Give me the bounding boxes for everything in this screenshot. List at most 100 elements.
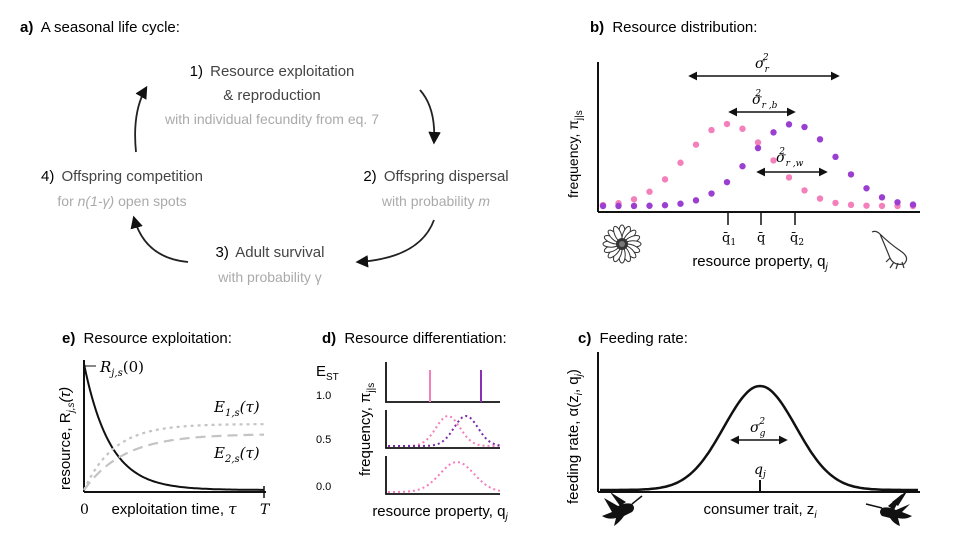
sigma-r-label: σr2 xyxy=(755,53,770,75)
purple-dot xyxy=(599,202,607,210)
panel-b-tag: b) xyxy=(590,19,604,36)
panel-c-y-label: feeding rate, α(zi, qj) xyxy=(565,369,585,504)
panel-e-y-label: resource, Rj,s(τ) xyxy=(57,387,77,490)
pink-dot xyxy=(739,125,746,132)
purple-dot xyxy=(847,171,855,178)
purple-dot xyxy=(630,202,638,210)
panel-d-y-label: frequency, πj|s xyxy=(357,383,377,476)
step2-subtitle: with probability m xyxy=(381,193,491,209)
cycle-arrow-3-to-4 xyxy=(130,215,189,263)
panel-c: c) Feeding rate: feeding rate, α(zi, qj)… xyxy=(565,330,920,526)
panel-c-x-label: consumer trait, zi xyxy=(703,501,817,521)
tick-T-label: T xyxy=(260,502,271,518)
tick-q1-label: q̄1 xyxy=(722,231,736,248)
purple-dot xyxy=(909,201,917,208)
purple-dot xyxy=(754,144,762,152)
pink-dot xyxy=(816,195,824,202)
pink-dot xyxy=(646,188,653,195)
step3-subtitle: with probability γ xyxy=(217,269,322,285)
est-level-2: 0.5 xyxy=(316,434,331,446)
svg-text:e) Resource exploitation: e) Resource exploitation: xyxy=(62,330,232,347)
svg-text:c) Feeding rate:: c) Feeding rate: xyxy=(578,330,688,347)
purple-dot xyxy=(785,121,793,128)
svg-text:d) Resource differentiat: d) Resource differentiation: xyxy=(322,330,507,347)
sigma-rb-label: σr ,b2 xyxy=(752,89,778,111)
step3-label: 3) Adult survival xyxy=(216,244,325,261)
pink-dot xyxy=(847,201,855,209)
cycle-arrow-4-to-1 xyxy=(134,85,148,153)
flower-icon xyxy=(602,224,642,264)
pink-dot xyxy=(708,126,715,134)
tubular-flower-icon xyxy=(871,230,908,270)
panel-a-title: A seasonal life cycle: xyxy=(41,19,180,36)
step4-subtitle: for n(1-γ) open spots xyxy=(57,193,186,209)
pink-dot xyxy=(630,196,638,203)
panel-c-tag: c) xyxy=(578,330,591,347)
resource-decay-curve xyxy=(83,363,264,491)
est-level-3: 0.0 xyxy=(316,481,331,493)
pink-dot xyxy=(785,174,793,181)
pink-dot xyxy=(801,187,808,194)
pink-dot xyxy=(677,159,684,166)
purple-dot xyxy=(832,153,839,161)
tick-q-label: q̄ xyxy=(757,231,765,246)
subplot-3-axes xyxy=(385,456,500,495)
e1-curve xyxy=(83,423,264,491)
panel-e-x-label: exploitation time, τ xyxy=(111,500,237,518)
step1-label: 1) Resource exploitation xyxy=(190,63,355,80)
pink-dot xyxy=(832,199,839,207)
purple-dot xyxy=(723,178,731,186)
svg-text:a) A seasonal life cycle: a) A seasonal life cycle: xyxy=(20,19,180,36)
peak-label: qj xyxy=(754,462,766,480)
r0-label: Rj,s(0) xyxy=(99,358,144,379)
purple-dot xyxy=(863,185,870,192)
panel-d: d) Resource differentiation: EST 1.0 0.5… xyxy=(316,330,508,523)
purple-dot xyxy=(661,202,669,209)
cycle-arrow-1-to-2 xyxy=(419,89,441,145)
purple-distribution-mid xyxy=(388,414,501,447)
e2-curve xyxy=(83,433,265,491)
step4-label: 4) Offspring competition xyxy=(41,168,203,185)
e2-label: E2,s(τ) xyxy=(213,444,260,465)
cycle-arrow-2-to-3 xyxy=(355,219,435,268)
subplot-2-axes xyxy=(385,410,500,449)
resource-distribution-dots xyxy=(599,120,917,210)
panel-b-x-label: resource property, qj xyxy=(692,253,828,273)
tick-q2-label: q̄2 xyxy=(790,231,804,248)
pink-distribution-low xyxy=(388,461,501,493)
purple-dot xyxy=(708,190,715,197)
sigma-rw-label: σr ,w2 xyxy=(776,147,804,169)
panel-e: e) Resource exploitation: resource, Rj,s… xyxy=(57,330,271,518)
svg-text:b) Resource distribution: b) Resource distribution: xyxy=(590,19,757,36)
panel-b-y-label: frequency, πj|s xyxy=(565,110,585,198)
step1-subtitle: with individual fecundity from eq. 7 xyxy=(164,111,379,127)
tick-zero-label: 0 xyxy=(80,502,89,518)
panel-a: a) A seasonal life cycle: 1) Resource ex… xyxy=(20,19,509,285)
panel-b: b) Resource distribution: frequency, πj|… xyxy=(565,19,920,273)
pink-dot xyxy=(878,202,886,210)
purple-dot xyxy=(677,200,684,207)
purple-dot xyxy=(801,123,808,131)
panel-d-x-label: resource property, qj xyxy=(372,503,508,523)
panel-e-tag: e) xyxy=(62,330,75,347)
purple-dot xyxy=(816,136,824,143)
pink-dot xyxy=(661,176,669,183)
pink-dot xyxy=(723,120,731,128)
pink-dot xyxy=(692,141,700,148)
hummingbird-left-icon xyxy=(602,492,643,526)
e1-label: E1,s(τ) xyxy=(213,398,260,419)
feeding-rate-curve xyxy=(600,384,918,492)
purple-dot xyxy=(692,197,700,204)
hummingbird-right-icon xyxy=(865,490,912,526)
panel-d-title: Resource differentiation: xyxy=(344,330,506,347)
purple-dot xyxy=(878,194,886,201)
pink-dot xyxy=(754,139,762,146)
est-level-1: 1.0 xyxy=(316,390,331,402)
panel-d-tag: d) xyxy=(322,330,336,347)
panel-e-title: Resource exploitation: xyxy=(84,330,232,347)
step1-label-line2: & reproduction xyxy=(223,87,321,104)
sigma-g-label: σg2 xyxy=(750,417,766,439)
panel-a-tag: a) xyxy=(20,19,33,36)
purple-dot xyxy=(646,202,653,209)
